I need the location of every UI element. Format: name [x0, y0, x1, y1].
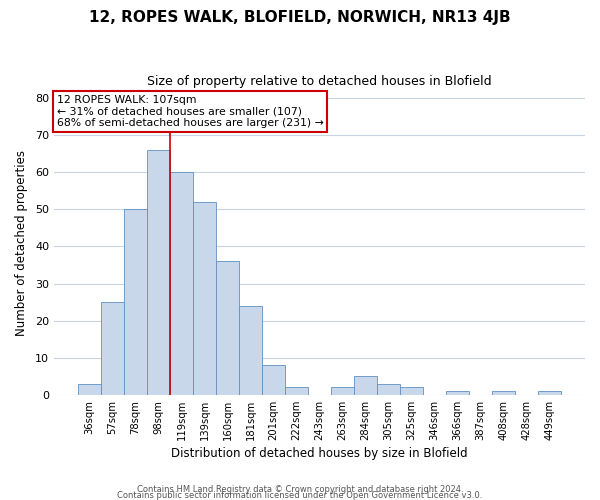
Title: Size of property relative to detached houses in Blofield: Size of property relative to detached ho…	[147, 75, 492, 88]
Text: Contains HM Land Registry data © Crown copyright and database right 2024.: Contains HM Land Registry data © Crown c…	[137, 484, 463, 494]
Bar	[492, 391, 515, 395]
Bar	[331, 388, 354, 395]
Bar	[400, 388, 423, 395]
Bar	[354, 376, 377, 395]
Bar	[285, 388, 308, 395]
Bar	[101, 302, 124, 395]
Bar	[124, 210, 147, 395]
Bar	[377, 384, 400, 395]
X-axis label: Distribution of detached houses by size in Blofield: Distribution of detached houses by size …	[171, 447, 468, 460]
Bar	[538, 391, 561, 395]
Bar	[446, 391, 469, 395]
Bar	[262, 365, 285, 395]
Bar	[78, 384, 101, 395]
Bar	[239, 306, 262, 395]
Bar	[193, 202, 216, 395]
Bar	[170, 172, 193, 395]
Y-axis label: Number of detached properties: Number of detached properties	[15, 150, 28, 336]
Text: Contains public sector information licensed under the Open Government Licence v3: Contains public sector information licen…	[118, 490, 482, 500]
Bar	[147, 150, 170, 395]
Text: 12, ROPES WALK, BLOFIELD, NORWICH, NR13 4JB: 12, ROPES WALK, BLOFIELD, NORWICH, NR13 …	[89, 10, 511, 25]
Bar	[216, 261, 239, 395]
Text: 12 ROPES WALK: 107sqm
← 31% of detached houses are smaller (107)
68% of semi-det: 12 ROPES WALK: 107sqm ← 31% of detached …	[56, 95, 323, 128]
